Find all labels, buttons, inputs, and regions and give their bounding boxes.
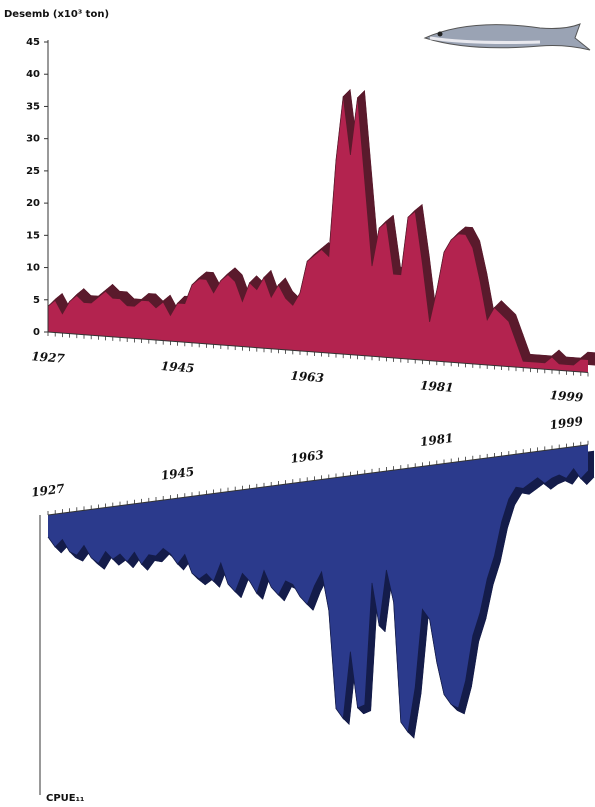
x-tick-label: 1981 — [420, 378, 454, 394]
y-tick-label: 25 — [26, 166, 40, 177]
area-fill — [48, 444, 588, 733]
x-axis — [47, 331, 589, 373]
y-tick-label: 35 — [26, 101, 40, 112]
y-tick-label: 40 — [26, 69, 40, 80]
x-tick-label: 1963 — [290, 369, 324, 385]
y-axis-title: Desemb (x10³ ton) — [4, 9, 109, 20]
x-tick-label: 1999 — [549, 388, 584, 405]
x-tick-label: 1999 — [549, 414, 585, 432]
x-axis — [47, 444, 589, 516]
y-tick-label: 10 — [26, 263, 40, 274]
area-fill — [48, 96, 588, 373]
y-tick-label: 5 — [33, 295, 40, 306]
x-tick-label: 1963 — [290, 448, 325, 466]
y-tick-label: 45 — [26, 37, 40, 48]
y-tick-label: 0 — [33, 327, 40, 338]
x-tick-label: 1927 — [30, 481, 66, 499]
x-tick-label: 1927 — [31, 349, 66, 366]
x-tick-label: 1945 — [160, 359, 194, 375]
y-tick-label: 15 — [26, 230, 40, 241]
y-tick-label: 30 — [26, 134, 40, 145]
y-axis-title: CPUE₁₁ — [46, 793, 84, 804]
fish-icon — [423, 23, 591, 51]
area-line — [47, 467, 589, 734]
y-tick-label: 20 — [26, 198, 40, 209]
x-tick-label: 1981 — [419, 431, 454, 449]
area-line — [47, 96, 589, 366]
x-tick-label: 1945 — [160, 465, 195, 483]
